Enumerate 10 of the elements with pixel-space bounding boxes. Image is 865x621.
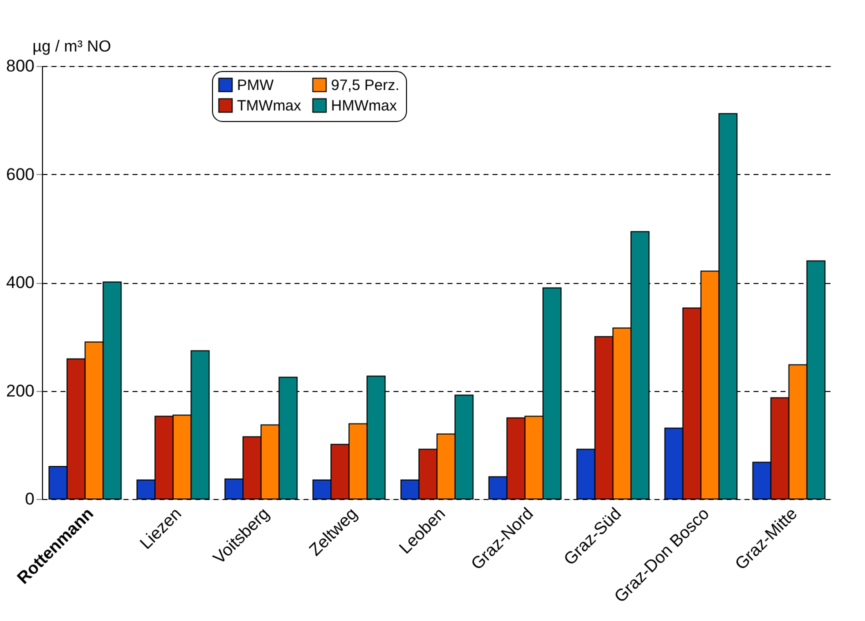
y-tick-label: 200 [6, 381, 34, 400]
y-axis-title: µg / m³ NO [32, 38, 112, 56]
legend-label: TMWmax [237, 98, 302, 114]
legend-label: 97,5 Perz. [331, 76, 400, 94]
y-tick-label: 800 [6, 56, 34, 76]
y-tick-label: 0 [25, 490, 34, 508]
y-tick-label: 600 [6, 164, 34, 184]
legend-label: PMW [237, 76, 274, 94]
legend-label: HMWmax [331, 98, 398, 114]
y-tick-label: 400 [6, 273, 34, 292]
